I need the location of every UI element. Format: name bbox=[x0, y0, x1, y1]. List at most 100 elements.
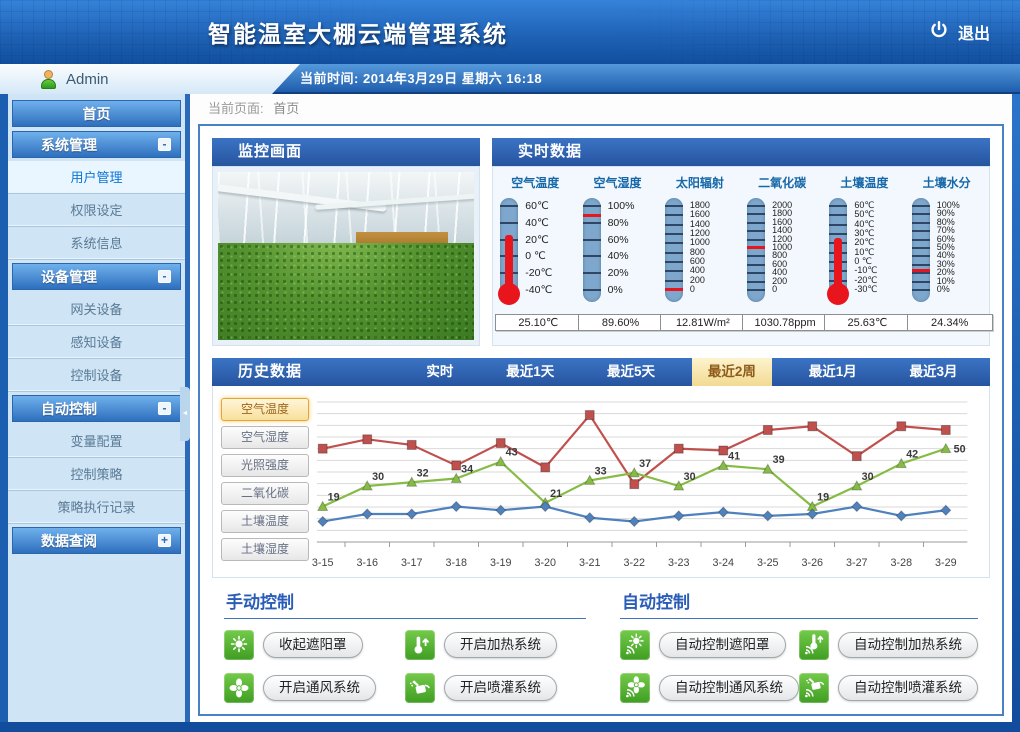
sidebar-item-control-device[interactable]: 控制设备 bbox=[8, 359, 185, 392]
svg-text:19: 19 bbox=[817, 491, 829, 503]
sidebar-item-sensor[interactable]: 感知设备 bbox=[8, 326, 185, 359]
control-item: 自动控制通风系统 bbox=[620, 673, 799, 703]
sidebar-section-system-mgmt[interactable]: 系统管理 - bbox=[12, 131, 181, 158]
svg-text:3-15: 3-15 bbox=[312, 557, 334, 569]
sidebar-item-strategy-log[interactable]: 策略执行记录 bbox=[8, 491, 185, 524]
gauge-scale-label: 10% bbox=[936, 275, 955, 286]
gauge-scale-label: 70% bbox=[936, 225, 955, 236]
sunshade-button[interactable]: 收起遮阳罩 bbox=[263, 632, 363, 658]
tab-last-3-months[interactable]: 最近3月 bbox=[909, 364, 958, 379]
gauge-scale-label: 1800 bbox=[772, 208, 793, 219]
gauge-label: 太阳辐射 bbox=[675, 176, 724, 190]
sidebar-item-control-strategy[interactable]: 控制策略 bbox=[8, 458, 185, 491]
heater-auto-button[interactable]: 自动控制加热系统 bbox=[838, 632, 978, 658]
control-item: 开启喷灌系统 bbox=[405, 673, 586, 703]
sidebar-item-gateway[interactable]: 网关设备 bbox=[8, 293, 185, 326]
heater-button[interactable]: 开启加热系统 bbox=[444, 632, 557, 658]
sidebar-section-device-mgmt[interactable]: 设备管理 - bbox=[12, 263, 181, 290]
gauge-scale-label: 100% bbox=[607, 200, 635, 212]
gauge-scale-label: 0 bbox=[689, 284, 695, 294]
gauge-scale-label: 2000 bbox=[772, 200, 793, 210]
gauge-label: 空气湿度 bbox=[593, 176, 642, 190]
series-button-co2[interactable]: 二氧化碳 bbox=[221, 482, 309, 505]
control-item: 开启加热系统 bbox=[405, 630, 586, 660]
collapse-toggle-icon[interactable]: - bbox=[158, 402, 171, 415]
sidebar-section-data-review[interactable]: 数据查阅 + bbox=[12, 527, 181, 554]
greenhouse-photo bbox=[218, 172, 474, 340]
series-button-air-temp[interactable]: 空气温度 bbox=[221, 398, 309, 421]
gauge-scale-label: 30% bbox=[936, 258, 955, 269]
breadcrumb: 当前页面: 首页 bbox=[190, 94, 1012, 124]
gauge-scale-label: 200 bbox=[689, 274, 705, 285]
thermometer-icon: 1800 1600 1400 1200 1000 800 600 400 200 0 bbox=[664, 198, 735, 306]
tab-last-5-days[interactable]: 最近5天 bbox=[607, 364, 656, 379]
sidebar-section-label: 数据查阅 bbox=[41, 532, 97, 549]
fan-button[interactable]: 开启通风系统 bbox=[263, 675, 376, 701]
sidebar-item-permission[interactable]: 权限设定 bbox=[8, 194, 185, 227]
thermometer-icon: 60℃ 40℃ 20℃ 0 ℃ -20℃ -40℃ bbox=[498, 198, 570, 306]
breadcrumb-page: 首页 bbox=[273, 101, 300, 116]
fan-auto-button[interactable]: 自动控制通风系统 bbox=[659, 675, 799, 701]
gauge-scale-label: 0 ℃ bbox=[854, 256, 873, 266]
gauge-label: 土壤温度 bbox=[840, 176, 889, 190]
gauge-scale-label: 50℃ bbox=[854, 209, 875, 220]
svg-text:43: 43 bbox=[506, 447, 518, 459]
gauge-scale-label: 1000 bbox=[772, 242, 793, 252]
control-item: 自动控制遮阳罩 bbox=[620, 630, 799, 660]
series-button-soil-humidity[interactable]: 土壤湿度 bbox=[221, 538, 309, 561]
series-button-light[interactable]: 光照强度 bbox=[221, 454, 309, 477]
user-bar: 当前时间: 2014年3月29日 星期六 16:18 Admin bbox=[0, 64, 1020, 94]
control-item: 自动控制加热系统 bbox=[799, 630, 978, 660]
gauge-scale-label: 0 ℃ bbox=[525, 250, 546, 263]
gauge-scale-label: -20℃ bbox=[854, 274, 878, 285]
gauge-scale-label: 60% bbox=[936, 233, 955, 244]
svg-text:39: 39 bbox=[773, 454, 785, 466]
gauge-row: 空气温度 60℃ 40℃ 20℃ 0 ℃ -20℃ -40℃ 25.10℃ 空气湿度 100% 80… bbox=[492, 166, 993, 346]
gauge-value: 25.10℃ bbox=[495, 314, 582, 331]
gauge-3: 二氧化碳 2000 1800 1600 1400 1200 1000 800 600 400 200… bbox=[742, 172, 829, 345]
sidebar-collapse-handle[interactable]: ◄ bbox=[180, 387, 190, 441]
gauge-scale-label: 1400 bbox=[689, 218, 710, 229]
sidebar-item-user-mgmt[interactable]: 用户管理 bbox=[8, 161, 185, 194]
sidebar-item-system-info[interactable]: 系统信息 bbox=[8, 227, 185, 260]
gauge-scale-label: 60% bbox=[607, 233, 629, 246]
series-button-air-humidity[interactable]: 空气湿度 bbox=[221, 426, 309, 449]
svg-text:33: 33 bbox=[595, 465, 607, 477]
sidebar-section-label: 设备管理 bbox=[41, 268, 97, 285]
tab-realtime[interactable]: 实时 bbox=[426, 364, 454, 379]
monitor-panel-title: 监控画面 bbox=[212, 138, 480, 166]
sidebar-item-home[interactable]: 首页 bbox=[12, 100, 181, 127]
realtime-panel-title: 实时数据 bbox=[492, 138, 990, 166]
gauge-scale-label: 1600 bbox=[689, 209, 710, 220]
sunshade-auto-button[interactable]: 自动控制遮阳罩 bbox=[659, 632, 786, 658]
sprinkler-auto-icon bbox=[799, 673, 829, 703]
collapse-toggle-icon[interactable]: - bbox=[158, 138, 171, 151]
sprinkler-button[interactable]: 开启喷灌系统 bbox=[444, 675, 557, 701]
gauge-scale-label: 1800 bbox=[689, 200, 710, 210]
tab-last-1-month[interactable]: 最近1月 bbox=[808, 364, 857, 379]
tab-last-2-weeks[interactable]: 最近2周 bbox=[691, 358, 772, 386]
svg-text:3-18: 3-18 bbox=[445, 557, 467, 569]
series-button-soil-temp[interactable]: 土壤温度 bbox=[221, 510, 309, 533]
expand-toggle-icon[interactable]: + bbox=[158, 534, 171, 547]
tab-last-1-day[interactable]: 最近1天 bbox=[506, 364, 555, 379]
sprinkler-auto-button[interactable]: 自动控制喷灌系统 bbox=[838, 675, 978, 701]
sunshade-auto-icon bbox=[620, 630, 650, 660]
sidebar-section-label: 自动控制 bbox=[41, 400, 97, 417]
collapse-toggle-icon[interactable]: - bbox=[158, 270, 171, 283]
logout-button[interactable]: 退出 bbox=[928, 19, 990, 46]
time-value: 2014年3月29日 星期六 16:18 bbox=[362, 71, 543, 86]
gauge-scale-label: 1200 bbox=[772, 233, 793, 244]
svg-text:19: 19 bbox=[328, 491, 340, 503]
gauge-scale-label: 200 bbox=[772, 275, 788, 286]
thermometer-icon: 2000 1800 1600 1400 1200 1000 800 600 400 200 0 bbox=[747, 198, 817, 306]
svg-text:3-29: 3-29 bbox=[935, 557, 957, 569]
sidebar-section-auto-control[interactable]: 自动控制 - bbox=[12, 395, 181, 422]
gauge-value: 1030.78ppm bbox=[742, 314, 829, 331]
history-panel-title: 历史数据 bbox=[238, 363, 303, 380]
sidebar-item-variable-config[interactable]: 变量配置 bbox=[8, 425, 185, 458]
gauge-2: 太阳辐射 1800 1600 1400 1200 1000 800 600 400 200 0 12.… bbox=[659, 172, 746, 345]
control-item: 收起遮阳罩 bbox=[224, 630, 405, 660]
gauge-scale-label: -10℃ bbox=[854, 265, 878, 276]
gauge-scale-label: 20℃ bbox=[854, 237, 875, 248]
